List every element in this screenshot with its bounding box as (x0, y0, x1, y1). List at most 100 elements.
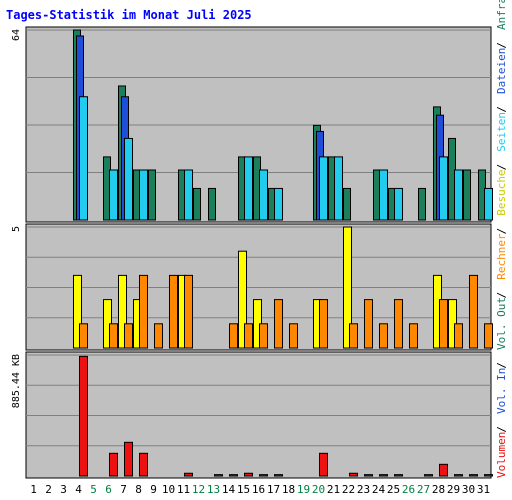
bar-rechner-day-20 (319, 299, 328, 349)
bar-besuche-day-4 (73, 274, 82, 349)
day-label-28: 28 (432, 483, 445, 496)
bar-rechner-day-29 (454, 323, 463, 349)
bar-volumen-day-16 (259, 474, 268, 477)
bar-rechner-day-31 (484, 323, 493, 349)
bar-anfragen-day-27 (418, 187, 426, 221)
axis-label-requests: 64 (11, 29, 22, 41)
day-label-7: 7 (120, 483, 127, 496)
day-label-9: 9 (150, 483, 157, 496)
bar-rechner-day-28 (439, 299, 448, 349)
day-label-29: 29 (447, 483, 460, 496)
bar-rechner-day-17 (274, 299, 283, 349)
day-label-21: 21 (327, 483, 340, 496)
bar-rechner-day-14 (229, 323, 238, 349)
day-label-5: 5 (90, 483, 97, 496)
day-label-12: 12 (192, 483, 205, 496)
panel-visits: 5 (11, 223, 493, 351)
legend-vol-out: Vol. Out (495, 297, 508, 350)
day-label-11: 11 (177, 483, 190, 496)
bar-volumen-day-28 (439, 463, 448, 477)
legend-anfragen: Anfragen (495, 0, 508, 30)
bar-rechner-day-24 (379, 323, 388, 349)
day-label-8: 8 (135, 483, 142, 496)
legend-separator: / (495, 42, 508, 49)
day-label-19: 19 (297, 483, 310, 496)
bar-rechner-day-15 (244, 323, 253, 349)
bar-volumen-day-24 (379, 474, 388, 477)
bar-volumen-day-15 (244, 472, 253, 477)
bar-rechner-day-10 (169, 274, 178, 349)
day-label-25: 25 (387, 483, 400, 496)
bar-besuche-day-15 (238, 250, 247, 349)
bar-rechner-day-26 (409, 323, 418, 349)
legend-separator: / (495, 292, 508, 299)
day-label-27: 27 (417, 483, 430, 496)
bar-seiten-day-28 (439, 156, 448, 221)
bar-rechner-day-25 (394, 299, 403, 349)
bar-seiten-day-31 (484, 187, 493, 221)
bar-seiten-day-17 (274, 187, 283, 221)
legend-separator: / (495, 426, 508, 433)
bar-rechner-day-9 (154, 323, 163, 349)
day-label-13: 13 (207, 483, 220, 496)
bar-volumen-day-4 (79, 355, 88, 477)
day-label-3: 3 (60, 483, 67, 496)
bar-seiten-day-29 (454, 169, 463, 221)
legend-separator: / (495, 106, 508, 113)
bar-seiten-day-24 (379, 169, 388, 221)
panel-volume: 885.44 KB (11, 351, 493, 479)
bar-volumen-day-31 (484, 474, 493, 477)
bar-besuche-day-22 (343, 226, 352, 349)
day-label-30: 30 (462, 483, 475, 496)
day-label-18: 18 (282, 483, 295, 496)
day-label-4: 4 (75, 483, 82, 496)
bar-seiten-day-11 (184, 169, 193, 221)
bar-rechner-day-16 (259, 323, 268, 349)
day-label-1: 1 (30, 483, 37, 496)
bar-rechner-day-22 (349, 323, 358, 349)
bar-seiten-day-6 (109, 169, 118, 221)
day-label-20: 20 (312, 483, 325, 496)
legend-rechner: Rechner (495, 233, 508, 280)
bar-seiten-day-16 (259, 169, 268, 221)
day-label-6: 6 (105, 483, 112, 496)
bar-volumen-day-7 (124, 441, 133, 477)
bar-seiten-day-21 (334, 156, 343, 221)
chart-title: Tages-Statistik im Monat Juli 2025 (6, 8, 252, 22)
legend-vol-in: Vol. In (495, 368, 508, 414)
bar-volumen-day-30 (469, 474, 478, 477)
day-label-16: 16 (252, 483, 265, 496)
bar-volumen-day-11 (184, 472, 193, 477)
bar-volumen-day-8 (139, 452, 148, 477)
bar-volumen-day-27 (424, 474, 433, 477)
day-label-24: 24 (372, 483, 386, 496)
legend-separator: / (495, 228, 508, 235)
bar-rechner-day-8 (139, 274, 148, 349)
bar-seiten-day-7 (124, 137, 133, 221)
bar-volumen-day-17 (274, 474, 283, 477)
day-label-15: 15 (237, 483, 250, 496)
legend-separator: / (495, 164, 508, 171)
axis-label-visits: 5 (11, 226, 22, 232)
bar-anfragen-day-22 (343, 187, 351, 221)
bar-volumen-day-14 (229, 474, 238, 477)
legend-besuche: Besuche (495, 169, 508, 215)
day-label-23: 23 (357, 483, 370, 496)
bar-volumen-day-6 (109, 452, 118, 477)
bar-anfragen-day-12 (193, 187, 201, 221)
bar-volumen-day-13 (214, 474, 223, 477)
bar-rechner-day-18 (289, 323, 298, 349)
bar-rechner-day-30 (469, 274, 478, 349)
legend-seiten: Seiten (495, 112, 508, 152)
day-label-2: 2 (45, 483, 52, 496)
bar-seiten-day-20 (319, 156, 328, 221)
bar-volumen-day-23 (364, 474, 373, 477)
day-label-22: 22 (342, 483, 355, 496)
bar-seiten-day-8 (139, 169, 148, 221)
bar-volumen-day-20 (319, 452, 328, 477)
day-label-17: 17 (267, 483, 280, 496)
day-label-26: 26 (402, 483, 415, 496)
legend-separator: / (495, 362, 508, 369)
